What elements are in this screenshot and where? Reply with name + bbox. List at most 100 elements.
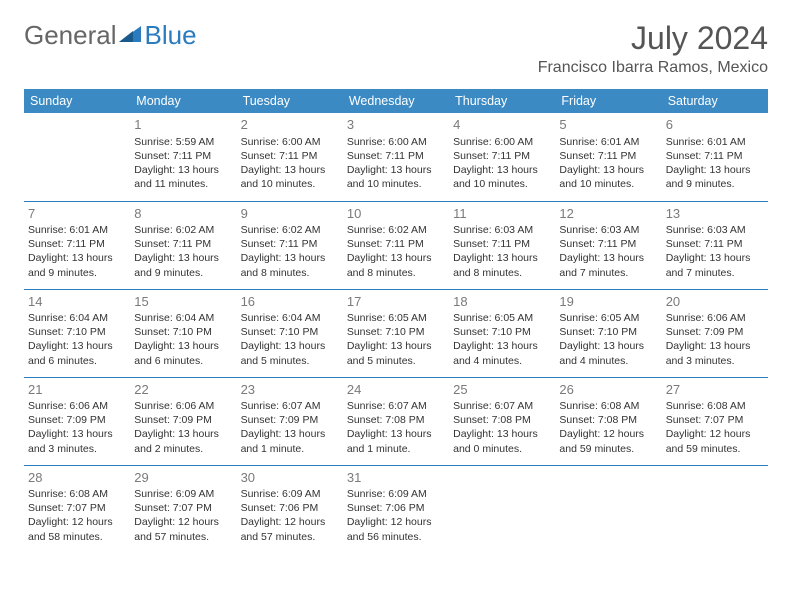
location-label: Francisco Ibarra Ramos, Mexico xyxy=(538,59,768,77)
sunset-line: Sunset: 7:11 PM xyxy=(241,149,339,163)
sunset-line: Sunset: 7:10 PM xyxy=(134,325,232,339)
calendar-cell: 1Sunrise: 5:59 AMSunset: 7:11 PMDaylight… xyxy=(130,113,236,201)
day-number: 24 xyxy=(347,381,445,399)
day-number: 14 xyxy=(28,293,126,311)
sunrise-line: Sunrise: 6:09 AM xyxy=(134,487,232,501)
calendar-cell: 2Sunrise: 6:00 AMSunset: 7:11 PMDaylight… xyxy=(237,113,343,201)
calendar-cell: 21Sunrise: 6:06 AMSunset: 7:09 PMDayligh… xyxy=(24,377,130,465)
col-wednesday: Wednesday xyxy=(343,89,449,113)
sunset-line: Sunset: 7:10 PM xyxy=(28,325,126,339)
sunset-line: Sunset: 7:08 PM xyxy=(347,413,445,427)
sunrise-line: Sunrise: 6:08 AM xyxy=(666,399,764,413)
daylight-line: Daylight: 12 hours and 57 minutes. xyxy=(134,515,232,543)
day-number: 19 xyxy=(559,293,657,311)
calendar-cell: 3Sunrise: 6:00 AMSunset: 7:11 PMDaylight… xyxy=(343,113,449,201)
month-title: July 2024 xyxy=(538,20,768,57)
day-number: 3 xyxy=(347,116,445,134)
calendar-cell: 19Sunrise: 6:05 AMSunset: 7:10 PMDayligh… xyxy=(555,289,661,377)
calendar-cell: 8Sunrise: 6:02 AMSunset: 7:11 PMDaylight… xyxy=(130,201,236,289)
daylight-line: Daylight: 13 hours and 5 minutes. xyxy=(347,339,445,367)
calendar-cell: 6Sunrise: 6:01 AMSunset: 7:11 PMDaylight… xyxy=(662,113,768,201)
daylight-line: Daylight: 13 hours and 10 minutes. xyxy=(453,163,551,191)
calendar-row: 21Sunrise: 6:06 AMSunset: 7:09 PMDayligh… xyxy=(24,377,768,465)
day-number: 25 xyxy=(453,381,551,399)
calendar-cell: 13Sunrise: 6:03 AMSunset: 7:11 PMDayligh… xyxy=(662,201,768,289)
sunset-line: Sunset: 7:11 PM xyxy=(134,237,232,251)
daylight-line: Daylight: 13 hours and 3 minutes. xyxy=(666,339,764,367)
daylight-line: Daylight: 12 hours and 59 minutes. xyxy=(559,427,657,455)
sunset-line: Sunset: 7:11 PM xyxy=(241,237,339,251)
sunset-line: Sunset: 7:11 PM xyxy=(347,149,445,163)
col-monday: Monday xyxy=(130,89,236,113)
sunset-line: Sunset: 7:11 PM xyxy=(559,237,657,251)
sunset-line: Sunset: 7:11 PM xyxy=(666,149,764,163)
calendar-cell: 10Sunrise: 6:02 AMSunset: 7:11 PMDayligh… xyxy=(343,201,449,289)
sunset-line: Sunset: 7:06 PM xyxy=(241,501,339,515)
daylight-line: Daylight: 13 hours and 7 minutes. xyxy=(666,251,764,279)
sunrise-line: Sunrise: 6:00 AM xyxy=(453,135,551,149)
day-number: 20 xyxy=(666,293,764,311)
sunrise-line: Sunrise: 6:03 AM xyxy=(453,223,551,237)
calendar-cell: 12Sunrise: 6:03 AMSunset: 7:11 PMDayligh… xyxy=(555,201,661,289)
sunset-line: Sunset: 7:11 PM xyxy=(559,149,657,163)
daylight-line: Daylight: 13 hours and 7 minutes. xyxy=(559,251,657,279)
sunset-line: Sunset: 7:09 PM xyxy=(666,325,764,339)
day-number: 10 xyxy=(347,205,445,223)
calendar-cell: 29Sunrise: 6:09 AMSunset: 7:07 PMDayligh… xyxy=(130,465,236,553)
sunrise-line: Sunrise: 6:02 AM xyxy=(347,223,445,237)
col-saturday: Saturday xyxy=(662,89,768,113)
day-number: 22 xyxy=(134,381,232,399)
sunset-line: Sunset: 7:11 PM xyxy=(28,237,126,251)
calendar-cell: 17Sunrise: 6:05 AMSunset: 7:10 PMDayligh… xyxy=(343,289,449,377)
logo: General Blue xyxy=(24,20,197,51)
daylight-line: Daylight: 13 hours and 5 minutes. xyxy=(241,339,339,367)
day-number: 27 xyxy=(666,381,764,399)
page-header: General Blue July 2024 Francisco Ibarra … xyxy=(24,20,768,77)
sunrise-line: Sunrise: 6:00 AM xyxy=(347,135,445,149)
sunset-line: Sunset: 7:11 PM xyxy=(347,237,445,251)
daylight-line: Daylight: 13 hours and 4 minutes. xyxy=(559,339,657,367)
day-number: 31 xyxy=(347,469,445,487)
sunset-line: Sunset: 7:08 PM xyxy=(559,413,657,427)
calendar-cell: 5Sunrise: 6:01 AMSunset: 7:11 PMDaylight… xyxy=(555,113,661,201)
sunset-line: Sunset: 7:07 PM xyxy=(134,501,232,515)
day-number: 23 xyxy=(241,381,339,399)
day-number: 18 xyxy=(453,293,551,311)
day-number: 21 xyxy=(28,381,126,399)
daylight-line: Daylight: 13 hours and 6 minutes. xyxy=(28,339,126,367)
sunrise-line: Sunrise: 6:06 AM xyxy=(28,399,126,413)
sunrise-line: Sunrise: 6:03 AM xyxy=(666,223,764,237)
sunrise-line: Sunrise: 6:06 AM xyxy=(134,399,232,413)
sunrise-line: Sunrise: 6:01 AM xyxy=(559,135,657,149)
calendar-cell: 28Sunrise: 6:08 AMSunset: 7:07 PMDayligh… xyxy=(24,465,130,553)
sunset-line: Sunset: 7:10 PM xyxy=(241,325,339,339)
logo-triangle-icon xyxy=(119,20,143,51)
calendar-cell: 18Sunrise: 6:05 AMSunset: 7:10 PMDayligh… xyxy=(449,289,555,377)
daylight-line: Daylight: 13 hours and 2 minutes. xyxy=(134,427,232,455)
sunrise-line: Sunrise: 6:02 AM xyxy=(134,223,232,237)
sunrise-line: Sunrise: 6:07 AM xyxy=(453,399,551,413)
day-number: 7 xyxy=(28,205,126,223)
sunrise-line: Sunrise: 6:09 AM xyxy=(347,487,445,501)
sunrise-line: Sunrise: 6:01 AM xyxy=(28,223,126,237)
sunset-line: Sunset: 7:06 PM xyxy=(347,501,445,515)
day-number: 5 xyxy=(559,116,657,134)
sunset-line: Sunset: 7:11 PM xyxy=(453,149,551,163)
calendar-cell: 31Sunrise: 6:09 AMSunset: 7:06 PMDayligh… xyxy=(343,465,449,553)
daylight-line: Daylight: 13 hours and 0 minutes. xyxy=(453,427,551,455)
calendar-cell: 24Sunrise: 6:07 AMSunset: 7:08 PMDayligh… xyxy=(343,377,449,465)
sunset-line: Sunset: 7:08 PM xyxy=(453,413,551,427)
daylight-line: Daylight: 13 hours and 1 minute. xyxy=(241,427,339,455)
weekday-header-row: Sunday Monday Tuesday Wednesday Thursday… xyxy=(24,89,768,113)
calendar-cell: 9Sunrise: 6:02 AMSunset: 7:11 PMDaylight… xyxy=(237,201,343,289)
col-friday: Friday xyxy=(555,89,661,113)
calendar-cell: 14Sunrise: 6:04 AMSunset: 7:10 PMDayligh… xyxy=(24,289,130,377)
logo-text-general: General xyxy=(24,20,117,51)
sunset-line: Sunset: 7:11 PM xyxy=(453,237,551,251)
logo-text-blue: Blue xyxy=(145,20,197,51)
day-number: 28 xyxy=(28,469,126,487)
sunset-line: Sunset: 7:07 PM xyxy=(28,501,126,515)
sunset-line: Sunset: 7:11 PM xyxy=(134,149,232,163)
calendar-cell: 26Sunrise: 6:08 AMSunset: 7:08 PMDayligh… xyxy=(555,377,661,465)
sunrise-line: Sunrise: 6:03 AM xyxy=(559,223,657,237)
